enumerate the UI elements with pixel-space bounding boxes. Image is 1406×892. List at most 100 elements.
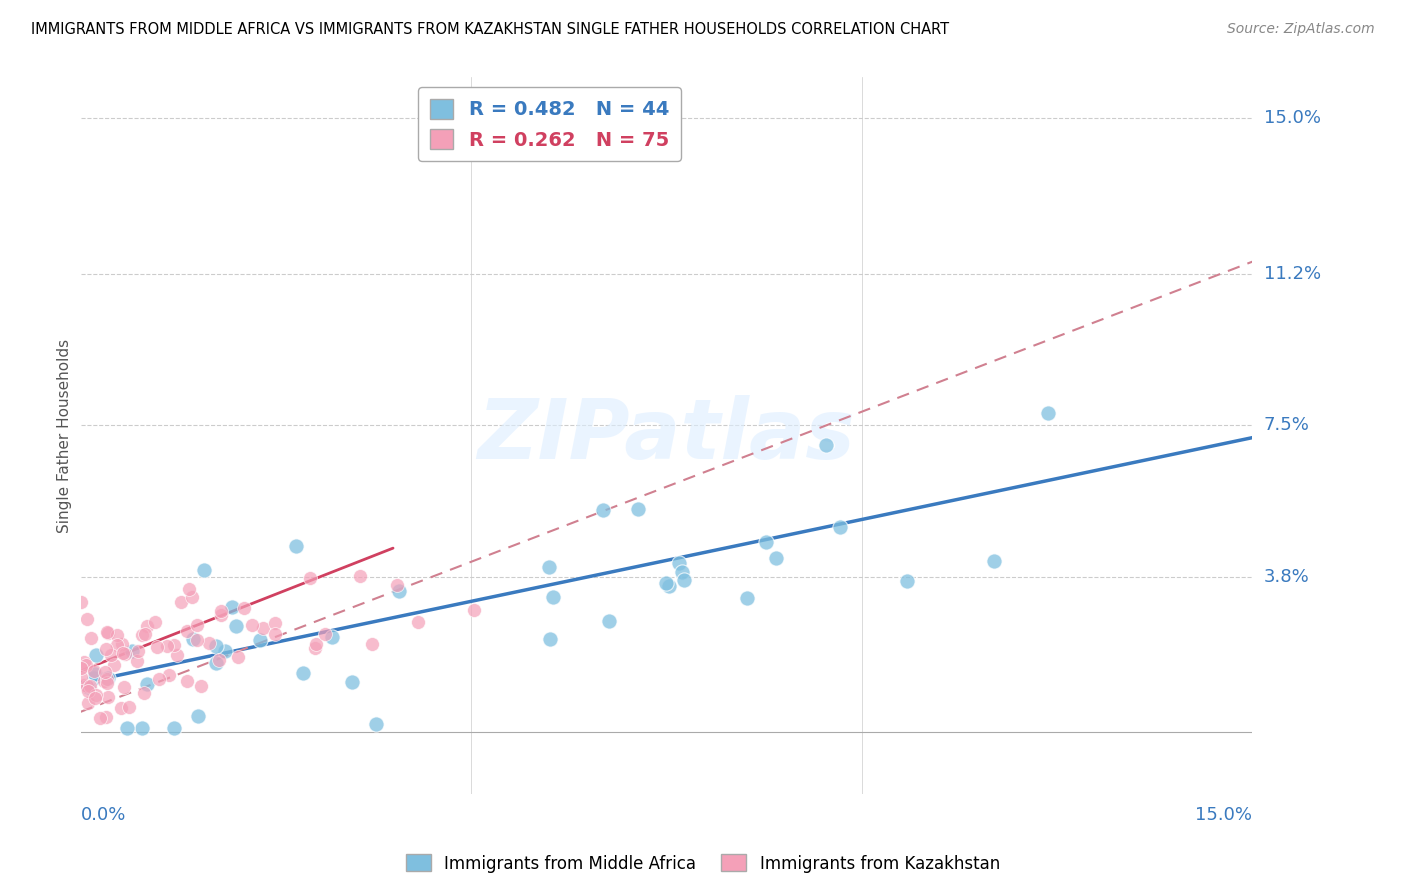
- Point: [112, 680, 135, 694]
- Point: [668, 556, 690, 570]
- Point: [298, 571, 321, 585]
- Point: [983, 554, 1005, 568]
- Point: [755, 534, 778, 549]
- Point: [598, 614, 620, 628]
- Point: [84, 688, 107, 702]
- Point: [181, 632, 204, 647]
- Point: [463, 603, 485, 617]
- Point: [163, 638, 186, 652]
- Point: [118, 700, 141, 714]
- Text: ZIPatlas: ZIPatlas: [478, 395, 855, 476]
- Point: [181, 591, 204, 605]
- Point: [176, 673, 198, 688]
- Point: [105, 638, 128, 652]
- Point: [214, 643, 236, 657]
- Point: [84, 648, 107, 663]
- Point: [96, 672, 118, 686]
- Point: [361, 637, 384, 651]
- Point: [93, 674, 115, 689]
- Point: [285, 539, 308, 553]
- Point: [1036, 406, 1059, 420]
- Point: [80, 631, 103, 645]
- Point: [121, 644, 143, 658]
- Point: [84, 691, 107, 706]
- Point: [179, 582, 201, 596]
- Point: [97, 690, 120, 704]
- Point: [157, 667, 180, 681]
- Point: [193, 563, 215, 577]
- Point: [314, 627, 336, 641]
- Point: [304, 641, 326, 656]
- Point: [208, 653, 231, 667]
- Point: [76, 612, 98, 626]
- Point: [110, 701, 132, 715]
- Point: [176, 624, 198, 639]
- Point: [94, 710, 117, 724]
- Text: Source: ZipAtlas.com: Source: ZipAtlas.com: [1227, 22, 1375, 37]
- Point: [672, 574, 695, 588]
- Point: [211, 607, 233, 622]
- Point: [72, 678, 94, 692]
- Point: [97, 671, 120, 685]
- Point: [70, 595, 93, 609]
- Point: [321, 630, 343, 644]
- Point: [655, 575, 678, 590]
- Point: [249, 632, 271, 647]
- Point: [385, 578, 408, 592]
- Point: [186, 632, 208, 647]
- Point: [69, 661, 91, 675]
- Point: [170, 595, 193, 609]
- Point: [75, 657, 97, 672]
- Point: [541, 590, 564, 604]
- Point: [131, 721, 153, 735]
- Point: [83, 672, 105, 686]
- Point: [93, 665, 115, 680]
- Point: [366, 717, 388, 731]
- Point: [406, 615, 429, 629]
- Point: [83, 665, 105, 679]
- Text: 11.2%: 11.2%: [1264, 265, 1320, 283]
- Legend: Immigrants from Middle Africa, Immigrants from Kazakhstan: Immigrants from Middle Africa, Immigrant…: [399, 847, 1007, 880]
- Point: [187, 709, 209, 723]
- Point: [186, 618, 208, 632]
- Point: [252, 621, 274, 635]
- Point: [84, 666, 107, 681]
- Y-axis label: Single Father Households: Single Father Households: [58, 338, 72, 533]
- Text: 15.0%: 15.0%: [1195, 806, 1253, 824]
- Point: [765, 550, 787, 565]
- Point: [143, 615, 166, 629]
- Point: [76, 684, 98, 698]
- Point: [225, 619, 247, 633]
- Text: 0.0%: 0.0%: [80, 806, 127, 824]
- Point: [89, 711, 111, 725]
- Point: [198, 635, 221, 649]
- Point: [190, 679, 212, 693]
- Point: [896, 574, 918, 588]
- Point: [205, 657, 228, 671]
- Point: [96, 675, 118, 690]
- Point: [127, 644, 149, 658]
- Point: [671, 565, 693, 579]
- Point: [205, 640, 228, 654]
- Point: [148, 672, 170, 686]
- Point: [830, 519, 852, 533]
- Point: [134, 627, 156, 641]
- Point: [387, 584, 409, 599]
- Point: [70, 670, 93, 684]
- Text: 7.5%: 7.5%: [1264, 417, 1309, 434]
- Point: [76, 679, 98, 693]
- Point: [156, 639, 179, 653]
- Point: [100, 648, 122, 662]
- Point: [627, 501, 650, 516]
- Text: IMMIGRANTS FROM MIDDLE AFRICA VS IMMIGRANTS FROM KAZAKHSTAN SINGLE FATHER HOUSEH: IMMIGRANTS FROM MIDDLE AFRICA VS IMMIGRA…: [31, 22, 949, 37]
- Point: [114, 648, 136, 662]
- Point: [112, 647, 135, 661]
- Legend: R = 0.482   N = 44, R = 0.262   N = 75: R = 0.482 N = 44, R = 0.262 N = 75: [419, 87, 681, 161]
- Point: [103, 657, 125, 672]
- Point: [111, 637, 134, 651]
- Point: [221, 599, 243, 614]
- Point: [814, 438, 837, 452]
- Point: [131, 628, 153, 642]
- Point: [537, 560, 560, 574]
- Point: [132, 686, 155, 700]
